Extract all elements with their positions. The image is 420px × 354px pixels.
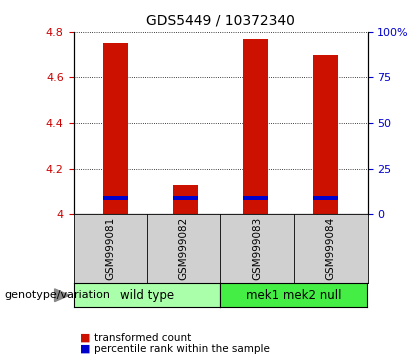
Text: genotype/variation: genotype/variation (4, 290, 110, 300)
Text: percentile rank within the sample: percentile rank within the sample (94, 344, 270, 354)
Bar (243, 196, 268, 200)
Bar (173, 196, 198, 200)
Text: mek1 mek2 null: mek1 mek2 null (246, 289, 342, 302)
Text: GSM999084: GSM999084 (326, 217, 336, 280)
Text: transformed count: transformed count (94, 333, 192, 343)
Bar (313, 55, 338, 214)
Text: GSM999081: GSM999081 (105, 217, 115, 280)
Bar (173, 184, 198, 214)
Bar (103, 43, 128, 214)
Text: wild type: wild type (120, 289, 174, 302)
Bar (243, 39, 268, 214)
Bar (313, 196, 338, 200)
Text: GSM999083: GSM999083 (252, 217, 262, 280)
Text: GSM999082: GSM999082 (179, 217, 189, 280)
Text: ■: ■ (80, 333, 90, 343)
Title: GDS5449 / 10372340: GDS5449 / 10372340 (146, 14, 295, 28)
Text: ■: ■ (80, 344, 90, 354)
Bar (103, 196, 128, 200)
